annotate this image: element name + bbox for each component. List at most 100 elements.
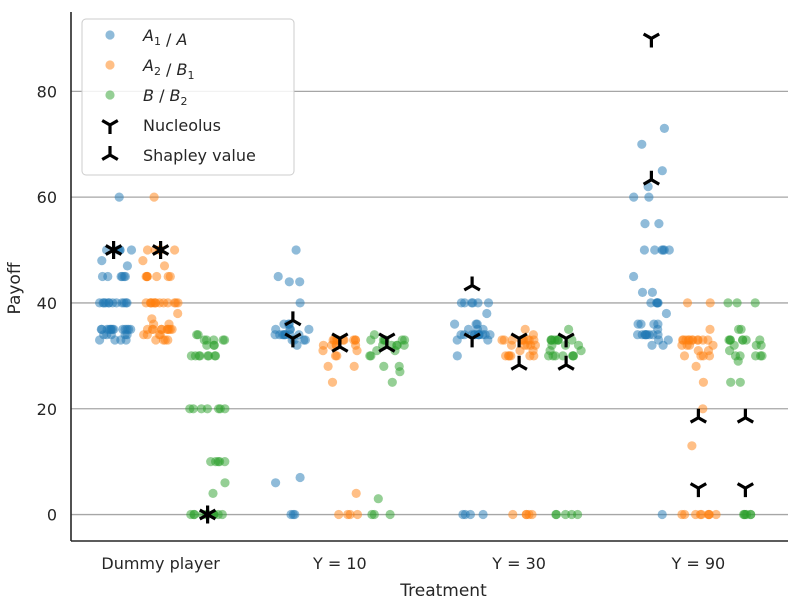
y-tick-label: 40 bbox=[37, 294, 57, 313]
data-point-b_b2 bbox=[190, 351, 200, 361]
data-point-a2_b1 bbox=[138, 256, 148, 266]
data-point-b_b2 bbox=[736, 324, 746, 334]
data-point-a1_a bbox=[629, 271, 639, 282]
data-point-a2_b1 bbox=[677, 340, 687, 350]
data-point-a2_b1 bbox=[679, 351, 690, 361]
data-point-a1_a bbox=[468, 298, 478, 308]
reference-markers bbox=[104, 32, 754, 524]
x-tick-labels: Dummy player Y = 10 Y = 30 Y = 90 bbox=[101, 554, 725, 573]
x-tick-label: Y = 90 bbox=[671, 554, 726, 573]
data-point-a1_a bbox=[637, 139, 647, 149]
data-point-a1_a bbox=[478, 509, 488, 520]
data-point-a2_b1 bbox=[142, 330, 152, 340]
nucleolus-marker bbox=[510, 332, 528, 348]
data-point-b_b2 bbox=[189, 509, 199, 520]
data-point-a1_a bbox=[273, 271, 283, 282]
data-point-a2_b1 bbox=[506, 351, 516, 361]
data-point-b_b2 bbox=[568, 351, 578, 361]
data-point-a1_a bbox=[288, 509, 298, 520]
data-point-a1_a bbox=[647, 287, 658, 297]
data-point-a2_b1 bbox=[521, 509, 532, 520]
data-point-a2_b1 bbox=[506, 340, 517, 350]
x-tick-label: Y = 10 bbox=[312, 554, 367, 573]
axes bbox=[70, 12, 788, 542]
shapley-value-marker bbox=[736, 408, 754, 424]
data-point-b_b2 bbox=[742, 509, 752, 520]
data-point-a2_b1 bbox=[352, 509, 363, 520]
data-point-a2_b1 bbox=[677, 509, 687, 520]
shapley-value-marker bbox=[105, 240, 123, 256]
data-point-b_b2 bbox=[733, 356, 743, 366]
shapley-value-marker bbox=[152, 240, 170, 256]
data-point-a1_a bbox=[659, 245, 669, 255]
data-point-a1_a bbox=[650, 245, 660, 255]
data-point-a1_a bbox=[482, 308, 492, 319]
y-tick-label: 0 bbox=[47, 506, 57, 525]
nucleolus-marker bbox=[557, 332, 575, 348]
data-point-a2_b1 bbox=[704, 509, 714, 520]
shapley-value-marker bbox=[199, 505, 217, 521]
data-point-a2_b1 bbox=[159, 298, 169, 308]
data-point-a1_a bbox=[117, 298, 127, 308]
data-point-a2_b1 bbox=[149, 192, 159, 202]
data-point-a1_a bbox=[97, 271, 108, 282]
data-point-a2_b1 bbox=[698, 335, 708, 345]
data-point-a1_a bbox=[652, 298, 662, 308]
data-point-b_b2 bbox=[550, 351, 560, 361]
nucleolus-legend-icon bbox=[101, 119, 119, 134]
nucleolus-marker bbox=[463, 332, 481, 348]
y-tick-label: 60 bbox=[37, 188, 57, 207]
data-point-b_b2 bbox=[399, 340, 409, 350]
y-tick-labels: 0 20 40 60 80 bbox=[37, 82, 57, 524]
data-point-a1_a bbox=[116, 335, 126, 345]
data-point-a1_a bbox=[304, 324, 314, 334]
data-point-a2_b1 bbox=[684, 340, 695, 350]
data-point-a1_a bbox=[657, 509, 667, 520]
x-axis-title: Treatment bbox=[399, 581, 487, 601]
data-point-a1_a bbox=[629, 192, 639, 202]
legend-swatch bbox=[105, 60, 115, 70]
y-axis-title: Payoff bbox=[5, 261, 25, 314]
legend-swatch bbox=[105, 90, 115, 100]
shapley-value-marker bbox=[510, 355, 528, 371]
shapley-value-marker bbox=[284, 311, 302, 327]
data-point-a2_b1 bbox=[691, 509, 701, 520]
data-point-b_b2 bbox=[203, 351, 213, 361]
data-point-a1_a bbox=[456, 298, 466, 308]
shapley-value-marker bbox=[463, 276, 481, 292]
data-point-a1_a bbox=[654, 219, 664, 229]
data-point-a1_a bbox=[639, 245, 650, 255]
data-points bbox=[95, 123, 767, 520]
data-point-b_b2 bbox=[208, 488, 218, 498]
data-point-a1_a bbox=[658, 340, 668, 350]
legend-item-a1_a: A1 / A bbox=[105, 26, 187, 49]
data-point-a1_a bbox=[659, 123, 670, 133]
data-point-b_b2 bbox=[564, 324, 574, 334]
shapley-value-marker bbox=[557, 355, 575, 371]
legend-label: Nucleolus bbox=[143, 116, 221, 135]
data-point-b_b2 bbox=[751, 351, 761, 361]
data-point-a1_a bbox=[300, 335, 310, 345]
nucleolus-marker bbox=[736, 482, 754, 498]
data-point-a1_a bbox=[452, 335, 462, 345]
legend-frame bbox=[81, 18, 295, 176]
data-point-a2_b1 bbox=[330, 351, 341, 361]
data-point-a2_b1 bbox=[497, 335, 507, 345]
nucleolus-marker bbox=[284, 332, 302, 348]
data-point-a2_b1 bbox=[159, 261, 170, 271]
shapley-value-marker bbox=[331, 337, 349, 353]
data-point-a1_a bbox=[102, 330, 112, 340]
data-point-b_b2 bbox=[214, 404, 224, 414]
data-point-a2_b1 bbox=[520, 324, 530, 334]
data-point-a1_a bbox=[295, 298, 305, 308]
data-point-a2_b1 bbox=[173, 308, 183, 319]
data-point-a1_a bbox=[644, 192, 654, 202]
data-point-a2_b1 bbox=[705, 298, 715, 308]
data-point-a2_b1 bbox=[147, 298, 157, 308]
data-point-a2_b1 bbox=[170, 245, 180, 255]
data-point-b_b2 bbox=[210, 351, 221, 361]
data-point-a2_b1 bbox=[698, 377, 709, 387]
data-point-a2_b1 bbox=[687, 441, 697, 451]
data-point-a1_a bbox=[291, 245, 301, 255]
data-point-a2_b1 bbox=[515, 346, 525, 356]
